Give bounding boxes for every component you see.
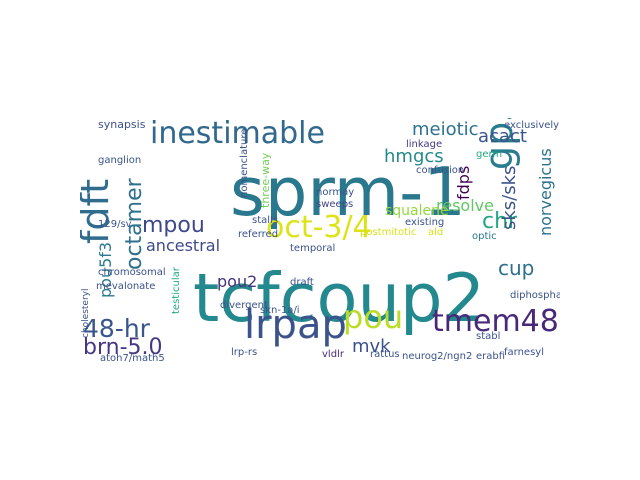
- word-ganglion: ganglion: [98, 155, 142, 166]
- word-optic: optic: [472, 231, 497, 242]
- word-lrp-rs: lrp-rs: [231, 347, 258, 358]
- word-cholesteryl: cholesteryl: [81, 288, 91, 338]
- word-synapsis: synapsis: [98, 118, 146, 131]
- word-cup: cup: [498, 256, 535, 280]
- word-diphosphate: diphosphate: [510, 290, 560, 301]
- word-exclusively: exclusively: [504, 120, 560, 131]
- word-divergent: divergent: [220, 300, 268, 311]
- word-pou2: pou2: [217, 272, 258, 291]
- word-referred: referred: [238, 229, 279, 240]
- word-chromosomal: chromosomal: [98, 267, 166, 278]
- word-hmgcs: hmgcs: [384, 146, 444, 167]
- word-tmem48: tmem48: [432, 304, 559, 339]
- word-sprm-1: sprm-1: [230, 153, 466, 231]
- word-germ: germ: [476, 149, 503, 160]
- word-ancestral: ancestral: [146, 236, 221, 255]
- word-temporal: temporal: [290, 243, 336, 254]
- word-neurog2-ngn2: neurog2/ngn2: [402, 351, 473, 362]
- word-norvegicus: norvegicus: [536, 148, 555, 236]
- word-lrpap: lrpap: [244, 302, 347, 348]
- word-resolve: resolve: [436, 196, 494, 215]
- word-fdft: fdft: [80, 178, 117, 244]
- word-oct-3-4: oct-3/4: [266, 210, 372, 245]
- word-draft: draft: [290, 277, 314, 288]
- word-rattus: rattus: [370, 349, 400, 360]
- word-skn-1a-i: skn-1a/i: [260, 305, 300, 316]
- word-vldlr: vldlr: [322, 349, 344, 360]
- word-normay: normay: [316, 187, 355, 198]
- word-stabl: stabl: [476, 331, 501, 342]
- word-nomenclature: nomenclature: [239, 128, 250, 198]
- word-mvk: mvk: [352, 336, 391, 357]
- word-atoh7-math5: atoh7/math5: [100, 353, 165, 364]
- word-three-way: three-way: [259, 152, 272, 208]
- word-meiotic: meiotic: [412, 119, 479, 140]
- word-48-hr: 48-hr: [83, 314, 150, 343]
- word-testicular: testicular: [171, 267, 182, 314]
- word-inestimable: inestimable: [150, 118, 325, 151]
- word-sweeps: sweeps: [316, 199, 354, 210]
- word-confusion: confusion: [416, 165, 465, 176]
- word-pou: pou: [343, 298, 404, 336]
- word-mpou: mpou: [142, 213, 205, 238]
- word-brn-5-0: brn-5.0: [83, 335, 163, 360]
- word-129-sv: 129/sv: [98, 219, 132, 230]
- word-acact: acact: [478, 126, 527, 147]
- word-chr: chr: [482, 209, 518, 234]
- word-linkage: linkage: [406, 139, 443, 150]
- word-farnesyl: farnesyl: [504, 347, 544, 358]
- word-cloud: sprm-1 tcfcoup2 inestimable gp330 lrpap …: [80, 118, 560, 364]
- word-erabfi: erabfi: [476, 351, 506, 362]
- word-mevalonate: mevalonate: [96, 281, 156, 292]
- word-sks-sks: sks/sks: [499, 165, 520, 230]
- word-stalls: stalls: [252, 215, 279, 226]
- word-ald: ald: [428, 227, 444, 238]
- word-existing: existing: [405, 217, 445, 228]
- word-postmitotic: postmitotic: [360, 227, 417, 238]
- word-tcfcoup2: tcfcoup2: [193, 259, 486, 337]
- word-squalene: squalene: [385, 203, 449, 219]
